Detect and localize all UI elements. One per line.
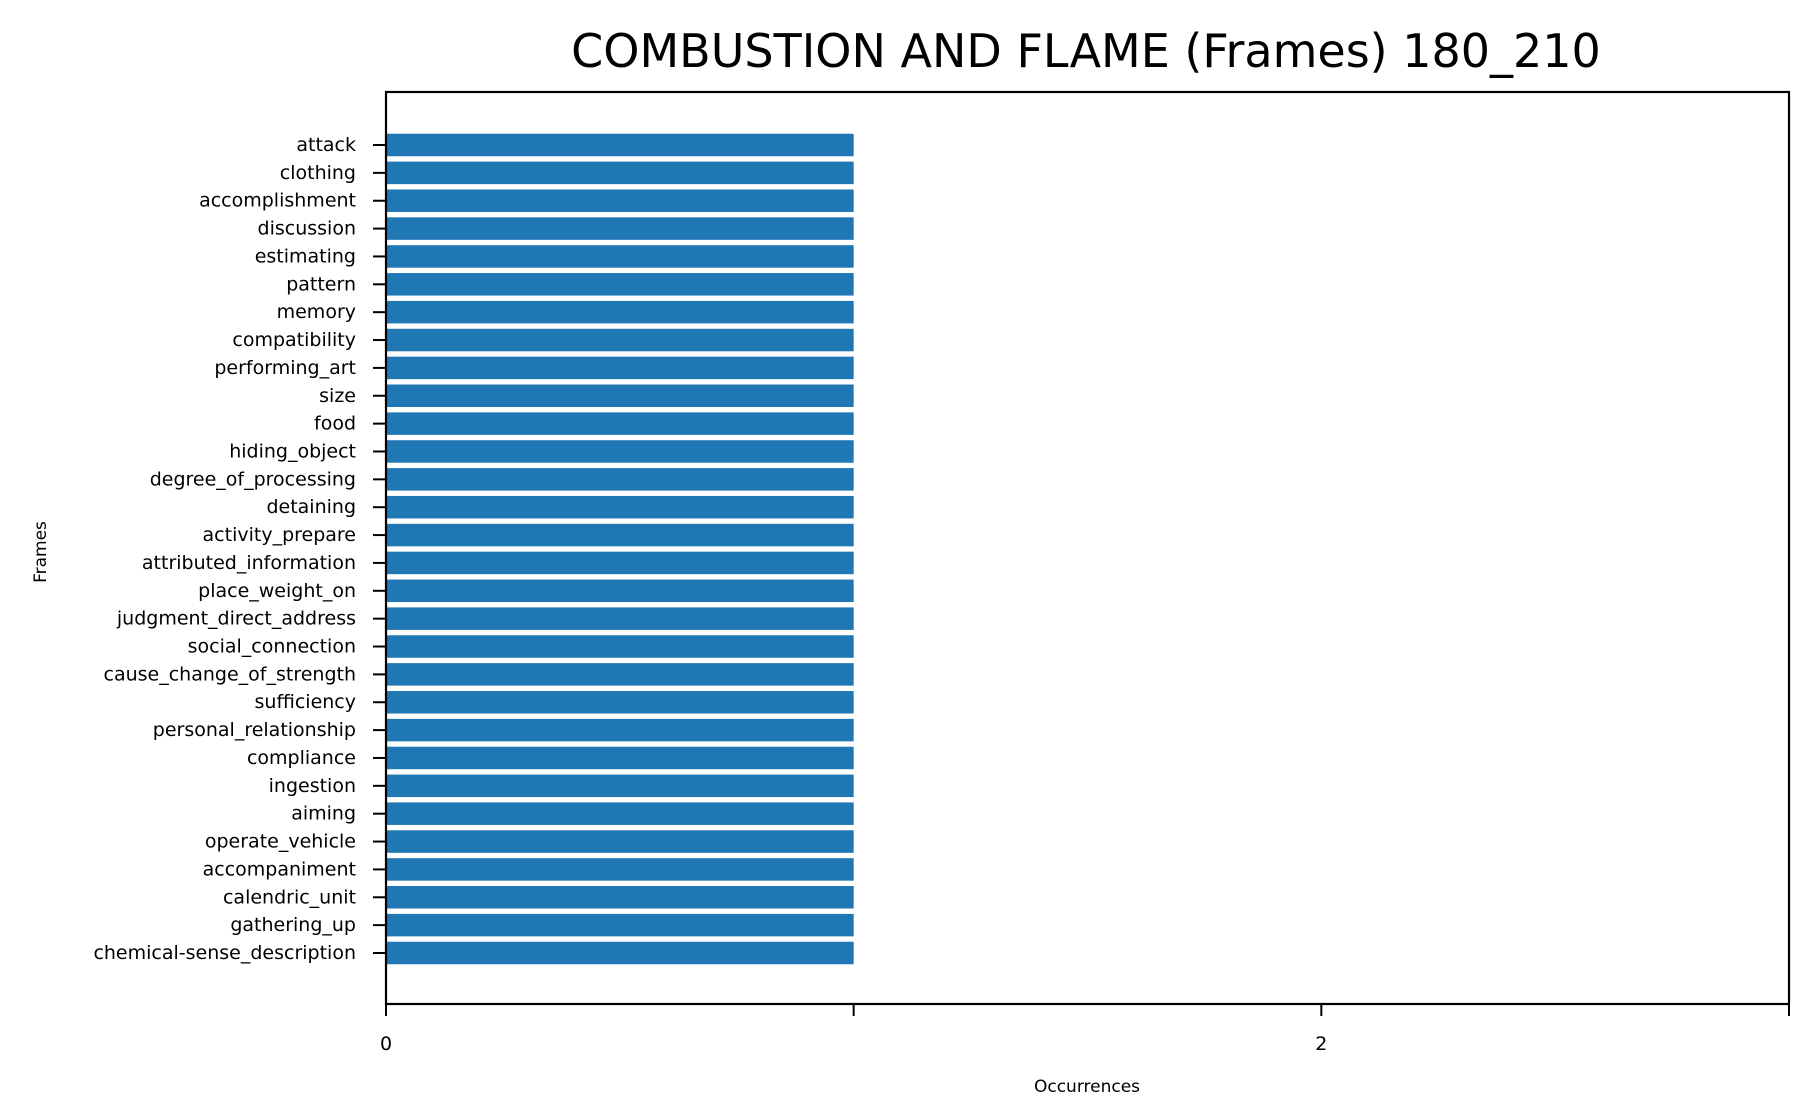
y-axis-ticks: attack clothing accomplishment discussion es…	[93, 134, 386, 964]
bar-cause-change-of-strength	[386, 663, 854, 686]
bar-accomplishment	[386, 189, 854, 212]
plot-area-frame	[384, 90, 1791, 1006]
y-tick-label-aiming: aiming	[291, 803, 356, 825]
y-tick-label-food: food	[314, 413, 356, 435]
y-tick-label-accompaniment: accompaniment	[203, 858, 356, 880]
x-tick-label-0: 0	[380, 1033, 392, 1055]
bar-performing-art	[386, 356, 854, 380]
y-tick-label-ingestion: ingestion	[269, 775, 356, 797]
y-tick-label-social-connection: social_connection	[188, 636, 356, 658]
bar-attack	[386, 133, 854, 157]
bar-calendric-unit	[386, 886, 854, 909]
y-tick-label-memory: memory	[277, 301, 356, 323]
y-tick-label-activity-prepare: activity_prepare	[203, 524, 356, 546]
y-axis-label: Frames	[31, 521, 51, 583]
x-axis-label: Occurrences	[1034, 1077, 1140, 1097]
bar-activity-prepare	[386, 523, 854, 547]
bar-discussion	[386, 217, 854, 240]
bar-gathering-up	[386, 913, 854, 937]
bar-ingestion	[386, 774, 854, 798]
y-tick-label-accomplishment: accomplishment	[199, 190, 356, 212]
bar-operate-vehicle	[386, 830, 854, 853]
bar-social-connection	[386, 635, 854, 658]
y-tick-label-compatibility: compatibility	[232, 329, 356, 351]
y-tick-label-pattern: pattern	[286, 273, 356, 295]
y-tick-label-chemical-sense-description: chemical-sense_description	[93, 942, 356, 964]
bar-hiding-object	[386, 440, 854, 463]
y-tick-label-attack: attack	[296, 134, 356, 156]
bar-aiming	[386, 802, 854, 825]
y-tick-label-size: size	[319, 385, 356, 407]
bar-personal-relationship	[386, 718, 854, 742]
bar-size	[386, 384, 854, 408]
bar-food	[386, 412, 854, 435]
bars-group	[386, 133, 854, 965]
y-tick-label-performing-art: performing_art	[214, 357, 356, 379]
y-tick-label-judgment-direct-address: judgment_direct_address	[116, 608, 356, 630]
chart-title: COMBUSTION AND FLAME (Frames) 180_210	[571, 24, 1601, 78]
y-tick-label-attributed-information: attributed_information	[142, 552, 356, 574]
y-tick-label-hiding-object: hiding_object	[229, 440, 356, 462]
y-tick-label-place-weight-on: place_weight_on	[198, 580, 356, 602]
bar-accompaniment	[386, 858, 854, 881]
bar-judgment-direct-address	[386, 607, 854, 630]
bar-attributed-information	[386, 551, 854, 575]
y-tick-label-detaining: detaining	[266, 496, 356, 518]
bar-pattern	[386, 273, 854, 296]
y-tick-label-discussion: discussion	[258, 218, 356, 240]
y-tick-label-operate-vehicle: operate_vehicle	[205, 831, 356, 853]
y-tick-label-degree-of-processing: degree_of_processing	[150, 468, 356, 490]
y-tick-label-estimating: estimating	[255, 245, 356, 267]
y-tick-label-calendric-unit: calendric_unit	[223, 886, 356, 908]
bar-chemical-sense-description	[386, 941, 854, 965]
x-tick-label-2: 2	[1315, 1033, 1327, 1055]
bar-clothing	[386, 161, 854, 185]
y-tick-label-personal-relationship: personal_relationship	[153, 719, 356, 741]
bar-detaining	[386, 495, 854, 519]
bar-memory	[386, 300, 854, 324]
y-tick-label-compliance: compliance	[247, 747, 356, 769]
bar-estimating	[386, 245, 854, 268]
y-tick-label-clothing: clothing	[280, 162, 356, 184]
bar-compliance	[386, 746, 854, 770]
y-tick-label-sufficiency: sufficiency	[255, 691, 356, 713]
y-tick-label-gathering-up: gathering_up	[230, 914, 356, 936]
bar-degree-of-processing	[386, 468, 854, 491]
bar-sufficiency	[386, 690, 854, 714]
y-tick-label-cause-change-of-strength: cause_change_of_strength	[104, 663, 356, 685]
bar-place-weight-on	[386, 579, 854, 603]
bar-compatibility	[386, 328, 854, 352]
